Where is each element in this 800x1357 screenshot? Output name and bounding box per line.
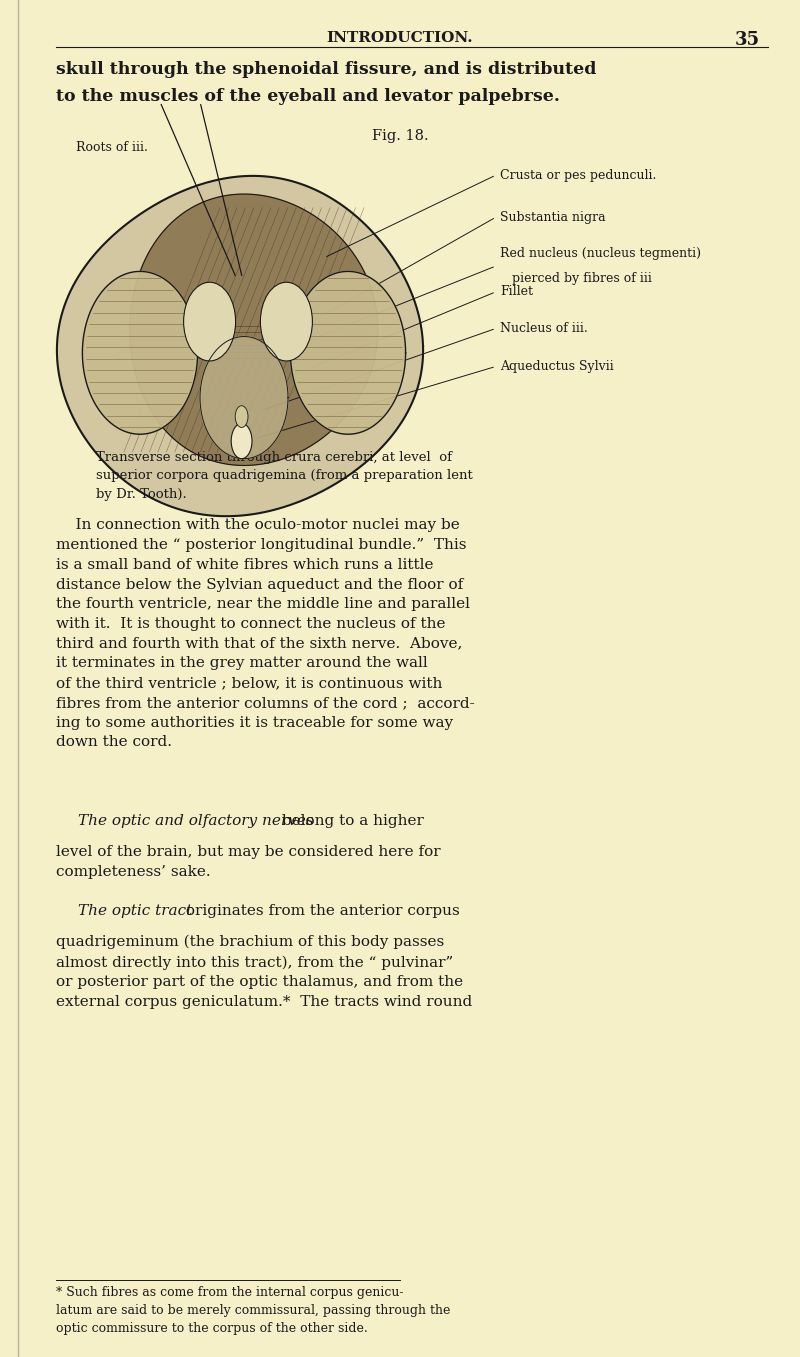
- Text: Substantia nigra: Substantia nigra: [500, 210, 606, 224]
- Text: The optic and olfactory nerves: The optic and olfactory nerves: [78, 814, 314, 828]
- Polygon shape: [57, 176, 423, 516]
- Text: INTRODUCTION.: INTRODUCTION.: [326, 31, 474, 45]
- Polygon shape: [200, 337, 288, 459]
- Text: level of the brain, but may be considered here for
completeness’ sake.: level of the brain, but may be considere…: [56, 845, 441, 879]
- Text: Transverse section through crura cerebri, at level  of
superior corpora quadrige: Transverse section through crura cerebri…: [96, 451, 473, 501]
- Text: Nucleus of iii.: Nucleus of iii.: [500, 322, 588, 335]
- Text: Aqueductus Sylvii: Aqueductus Sylvii: [500, 360, 614, 373]
- Circle shape: [231, 423, 252, 459]
- Text: Roots of iii.: Roots of iii.: [76, 141, 148, 155]
- Text: 35: 35: [735, 31, 760, 49]
- Polygon shape: [290, 271, 406, 434]
- Ellipse shape: [184, 282, 236, 361]
- Polygon shape: [130, 194, 378, 465]
- Text: Crusta or pes pedunculi.: Crusta or pes pedunculi.: [500, 168, 656, 182]
- Text: quadrigeminum (the brachium of this body passes
almost directly into this tract): quadrigeminum (the brachium of this body…: [56, 935, 472, 1010]
- Text: Fig. 18.: Fig. 18.: [372, 129, 428, 142]
- Polygon shape: [82, 271, 198, 434]
- Text: originates from the anterior corpus: originates from the anterior corpus: [181, 904, 459, 917]
- Text: to the muscles of the eyeball and levator palpebrse.: to the muscles of the eyeball and levato…: [56, 88, 560, 106]
- Text: Red nucleus (nucleus tegmenti): Red nucleus (nucleus tegmenti): [500, 247, 701, 261]
- Text: The optic tract: The optic tract: [78, 904, 193, 917]
- Text: * Such fibres as come from the internal corpus genicu-
latum are said to be mere: * Such fibres as come from the internal …: [56, 1286, 450, 1335]
- Ellipse shape: [260, 282, 312, 361]
- Circle shape: [235, 406, 248, 427]
- Text: belong to a higher: belong to a higher: [277, 814, 424, 828]
- Text: In connection with the oculo-motor nuclei may be
mentioned the “ posterior longi: In connection with the oculo-motor nucle…: [56, 518, 474, 749]
- Text: skull through the sphenoidal fissure, and is distributed: skull through the sphenoidal fissure, an…: [56, 61, 596, 79]
- Text: Fillet: Fillet: [500, 285, 533, 299]
- Text: pierced by fibres of iii: pierced by fibres of iii: [500, 271, 652, 285]
